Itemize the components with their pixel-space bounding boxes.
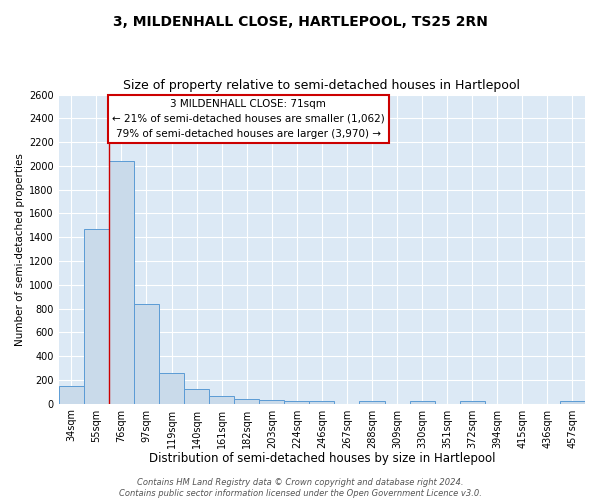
Title: Size of property relative to semi-detached houses in Hartlepool: Size of property relative to semi-detach… (124, 79, 520, 92)
Bar (109, 161, 134, 404)
Bar (84, 229, 109, 404)
Text: 3 MILDENHALL CLOSE: 71sqm
← 21% of semi-detached houses are smaller (1,062)
79% : 3 MILDENHALL CLOSE: 71sqm ← 21% of semi-… (112, 99, 385, 139)
Bar (159, 374, 184, 404)
Bar (359, 400, 385, 404)
Bar (259, 400, 284, 404)
Bar (134, 304, 159, 404)
Bar (59, 386, 84, 404)
Text: Contains HM Land Registry data © Crown copyright and database right 2024.
Contai: Contains HM Land Registry data © Crown c… (119, 478, 481, 498)
Y-axis label: Number of semi-detached properties: Number of semi-detached properties (15, 152, 25, 346)
Bar (209, 396, 234, 404)
Bar (560, 401, 585, 404)
Bar (460, 401, 485, 404)
Bar (410, 401, 434, 404)
Text: 3, MILDENHALL CLOSE, HARTLEPOOL, TS25 2RN: 3, MILDENHALL CLOSE, HARTLEPOOL, TS25 2R… (113, 15, 487, 29)
Bar (284, 401, 310, 404)
Bar (184, 390, 209, 404)
Bar (234, 399, 259, 404)
X-axis label: Distribution of semi-detached houses by size in Hartlepool: Distribution of semi-detached houses by … (149, 452, 495, 465)
Bar (310, 401, 334, 404)
